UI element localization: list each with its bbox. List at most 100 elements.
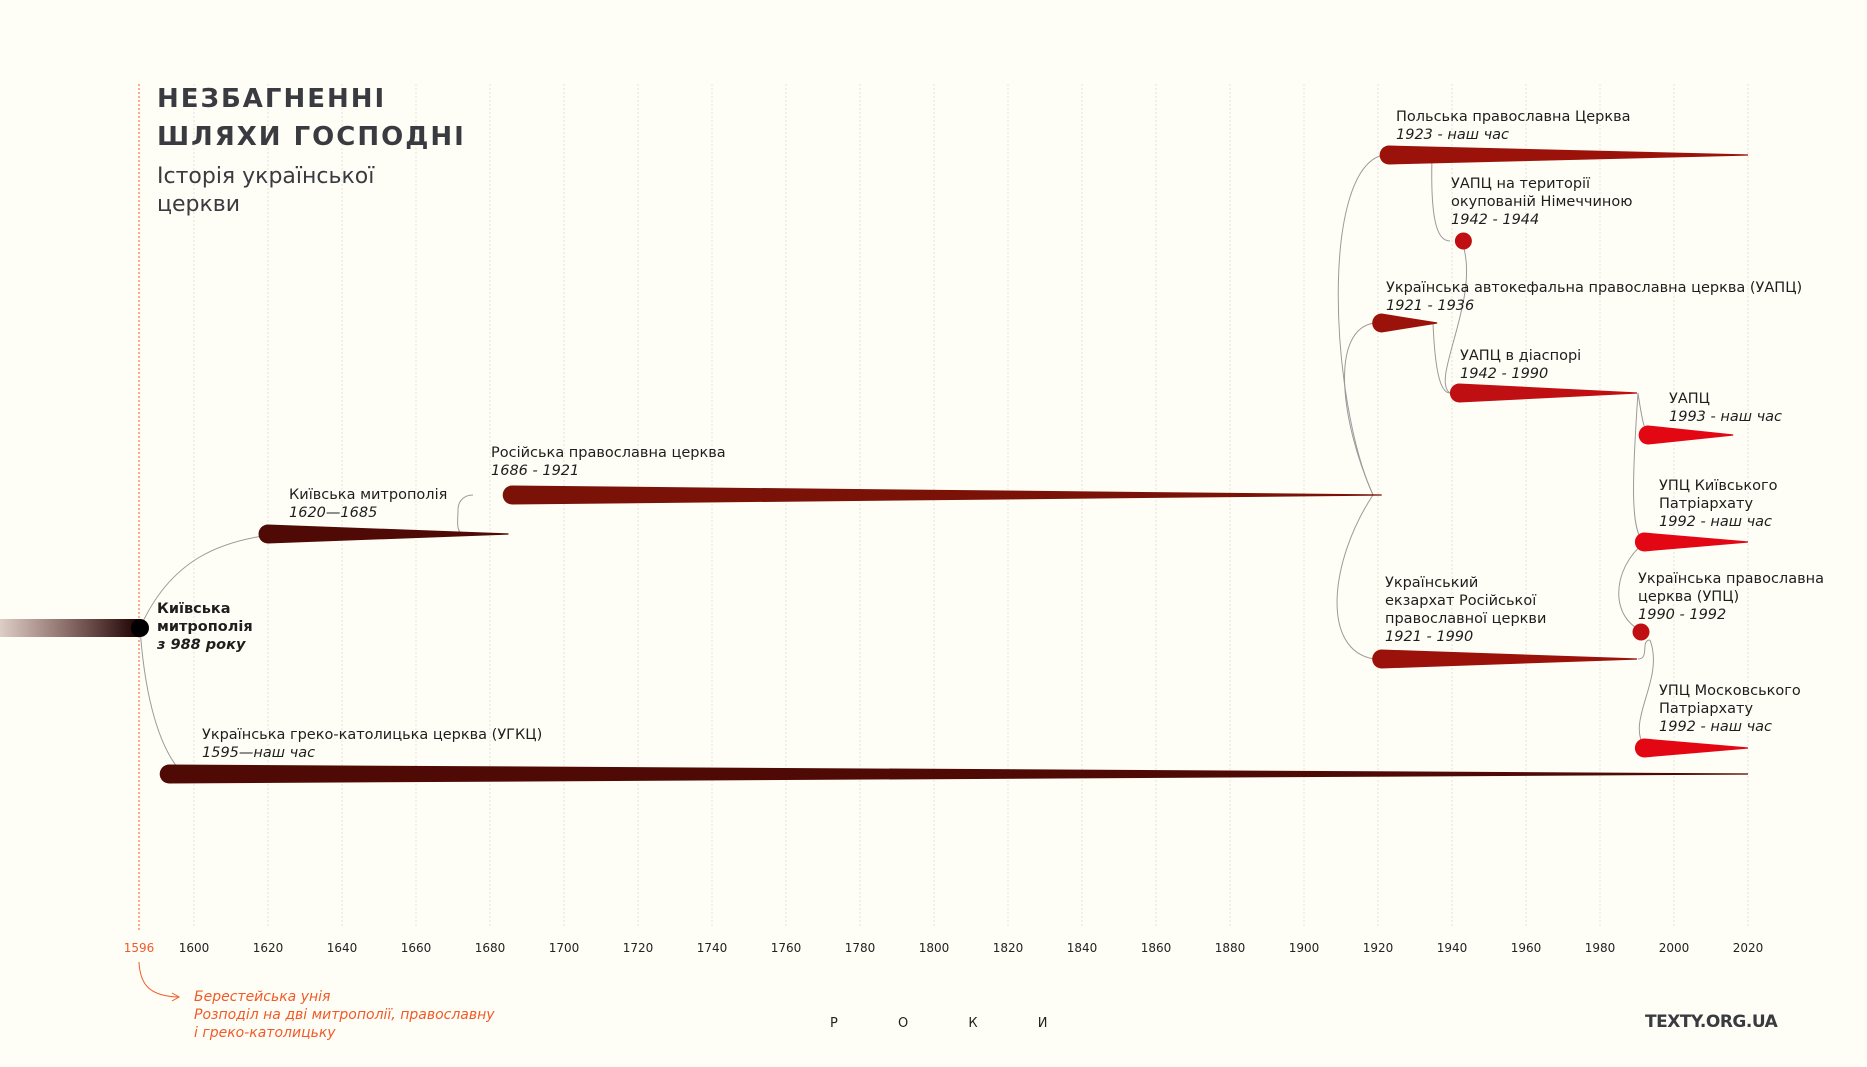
church-dates: 1992 - наш час: [1659, 514, 1773, 530]
church-name: УАПЦ: [1669, 391, 1710, 407]
x-tick-label: 1940: [1436, 941, 1468, 955]
lineage-connector: [1633, 392, 1646, 543]
title-line: ШЛЯХИ ГОСПОДНІ: [157, 122, 466, 152]
church-name: церква (УПЦ): [1638, 589, 1740, 605]
church-dates: 1921 - 1990: [1385, 629, 1474, 645]
church-wedge[interactable]: [1638, 425, 1734, 445]
x-tick-label: 1780: [844, 941, 876, 955]
church-dates: 1620—1685: [289, 505, 378, 521]
church-name: УАПЦ на території: [1451, 176, 1591, 192]
annotation-arrow: [138, 961, 179, 998]
church-name: Українська греко-католицька церква (УГКЦ…: [202, 727, 543, 743]
church-dot[interactable]: [1632, 623, 1650, 641]
x-tick-label: 1900: [1288, 941, 1320, 955]
lineage-connector: [1344, 322, 1375, 496]
x-tick-label: 1820: [992, 941, 1024, 955]
annotation-line: Берестейська унія: [194, 989, 331, 1005]
church-name: Український: [1385, 575, 1479, 591]
church-name: православної церкви: [1385, 611, 1547, 627]
church-label: Польська православна Церква 1923 - наш ча…: [1396, 108, 1631, 144]
subtitle-line: Історія української: [157, 164, 375, 189]
church-label: УАПЦ на території окупованій Німеччиною 19…: [1451, 175, 1632, 229]
church-wedge[interactable]: [1372, 313, 1438, 333]
church-dates: 1993 - наш час: [1669, 409, 1783, 425]
church-wedge[interactable]: [1634, 738, 1748, 758]
page-title: НЕЗБАГНЕННІ ШЛЯХИ ГОСПОДНІ: [157, 80, 466, 156]
x-axis-title: Р О К И: [830, 1016, 1076, 1031]
lineage-connector: [1337, 154, 1384, 496]
page-subtitle: Історія української церкви: [157, 163, 374, 219]
marker-tick-label: 1596: [123, 941, 155, 955]
church-wedge[interactable]: [502, 485, 1382, 505]
church-wedge[interactable]: [1449, 383, 1637, 403]
church-name: Українська автокефальна православна церк…: [1386, 280, 1803, 296]
church-name: Патріархату: [1659, 701, 1754, 717]
church-wedge[interactable]: [1372, 649, 1637, 669]
church-name: УАПЦ в діаспорі: [1460, 348, 1582, 364]
x-tick-label: 1840: [1066, 941, 1098, 955]
x-tick-label: 2020: [1732, 941, 1764, 955]
x-tick-label: 1660: [400, 941, 432, 955]
x-tick-label: 1800: [918, 941, 950, 955]
root-name: митрополія: [157, 619, 253, 635]
church-wedge[interactable]: [1634, 532, 1748, 552]
church-label: Київська митрополія 1620—1685: [289, 486, 447, 522]
annotation-brest-union: Берестейська унія Розподіл на дві митроп…: [194, 988, 495, 1042]
lineage-connector: [1431, 157, 1451, 242]
church-name: окупованій Німеччиною: [1451, 194, 1633, 210]
x-tick-label: 1720: [622, 941, 654, 955]
church-label: Український екзархат Російської православн…: [1385, 574, 1546, 646]
root-node[interactable]: [131, 619, 149, 637]
x-tick-label: 1620: [252, 941, 284, 955]
lineage-connector: [1444, 244, 1468, 394]
church-label: Російська православна церква 1686 - 1921: [491, 444, 726, 480]
church-label: УПЦ Київського Патріархату 1992 - наш час: [1659, 477, 1778, 531]
church-dates: 1942 - 1990: [1460, 366, 1549, 382]
church-wedge[interactable]: [1379, 145, 1748, 165]
annotation-line: Розподіл на дві митрополії, православну: [194, 1007, 495, 1023]
church-wedge[interactable]: [258, 524, 509, 544]
church-dates: 1921 - 1936: [1386, 298, 1475, 314]
church-dates: 1990 - 1992: [1638, 607, 1727, 623]
church-dates: 1595—наш час: [202, 745, 316, 761]
church-label: Українська греко-католицька церква (УГКЦ…: [202, 726, 542, 762]
church-name: УПЦ Московського: [1659, 683, 1801, 699]
lineage-connector: [1638, 639, 1654, 749]
lineage-connector: [1432, 322, 1451, 394]
lineage-connector: [1336, 494, 1375, 660]
church-label: УАПЦ в діаспорі 1942 - 1990: [1460, 347, 1581, 383]
root-name: Київська: [157, 601, 231, 617]
church-label: Українська православна церква (УПЦ) 1990 -…: [1638, 570, 1824, 624]
x-tick-label: 1880: [1214, 941, 1246, 955]
x-tick-label: 1960: [1510, 941, 1542, 955]
church-name: екзархат Російської: [1385, 593, 1537, 609]
church-name: Київська митрополія: [289, 487, 448, 503]
x-tick-label: 2000: [1658, 941, 1690, 955]
x-tick-label: 1860: [1140, 941, 1172, 955]
subtitle-line: церкви: [157, 192, 241, 217]
lineage-connector: [139, 533, 279, 629]
church-name: Патріархату: [1659, 496, 1754, 512]
x-tick-label: 1980: [1584, 941, 1616, 955]
church-dates: 1686 - 1921: [491, 463, 580, 479]
church-label: УПЦ Московського Патріархату 1992 - наш ча…: [1659, 682, 1801, 736]
root-dates: з 988 року: [157, 637, 246, 653]
church-dates: 1992 - наш час: [1659, 719, 1773, 735]
church-dot[interactable]: [1454, 232, 1472, 250]
brand-logo[interactable]: TEXTY.ORG.UA: [1645, 1012, 1778, 1032]
lineage-connector: [457, 494, 474, 535]
x-tick-label: 1740: [696, 941, 728, 955]
church-dates: 1942 - 1944: [1451, 212, 1540, 228]
church-name: Польська православна Церква: [1396, 109, 1631, 125]
x-tick-label: 1920: [1362, 941, 1394, 955]
x-tick-label: 1680: [474, 941, 506, 955]
church-wedge[interactable]: [159, 764, 1749, 784]
church-label: Українська автокефальна православна церк…: [1386, 279, 1802, 315]
lineage-connector: [1637, 639, 1651, 660]
x-tick-label: 1640: [326, 941, 358, 955]
title-line: НЕЗБАГНЕННІ: [157, 84, 387, 114]
x-tick-label: 1700: [548, 941, 580, 955]
church-name: Українська православна: [1638, 571, 1824, 587]
